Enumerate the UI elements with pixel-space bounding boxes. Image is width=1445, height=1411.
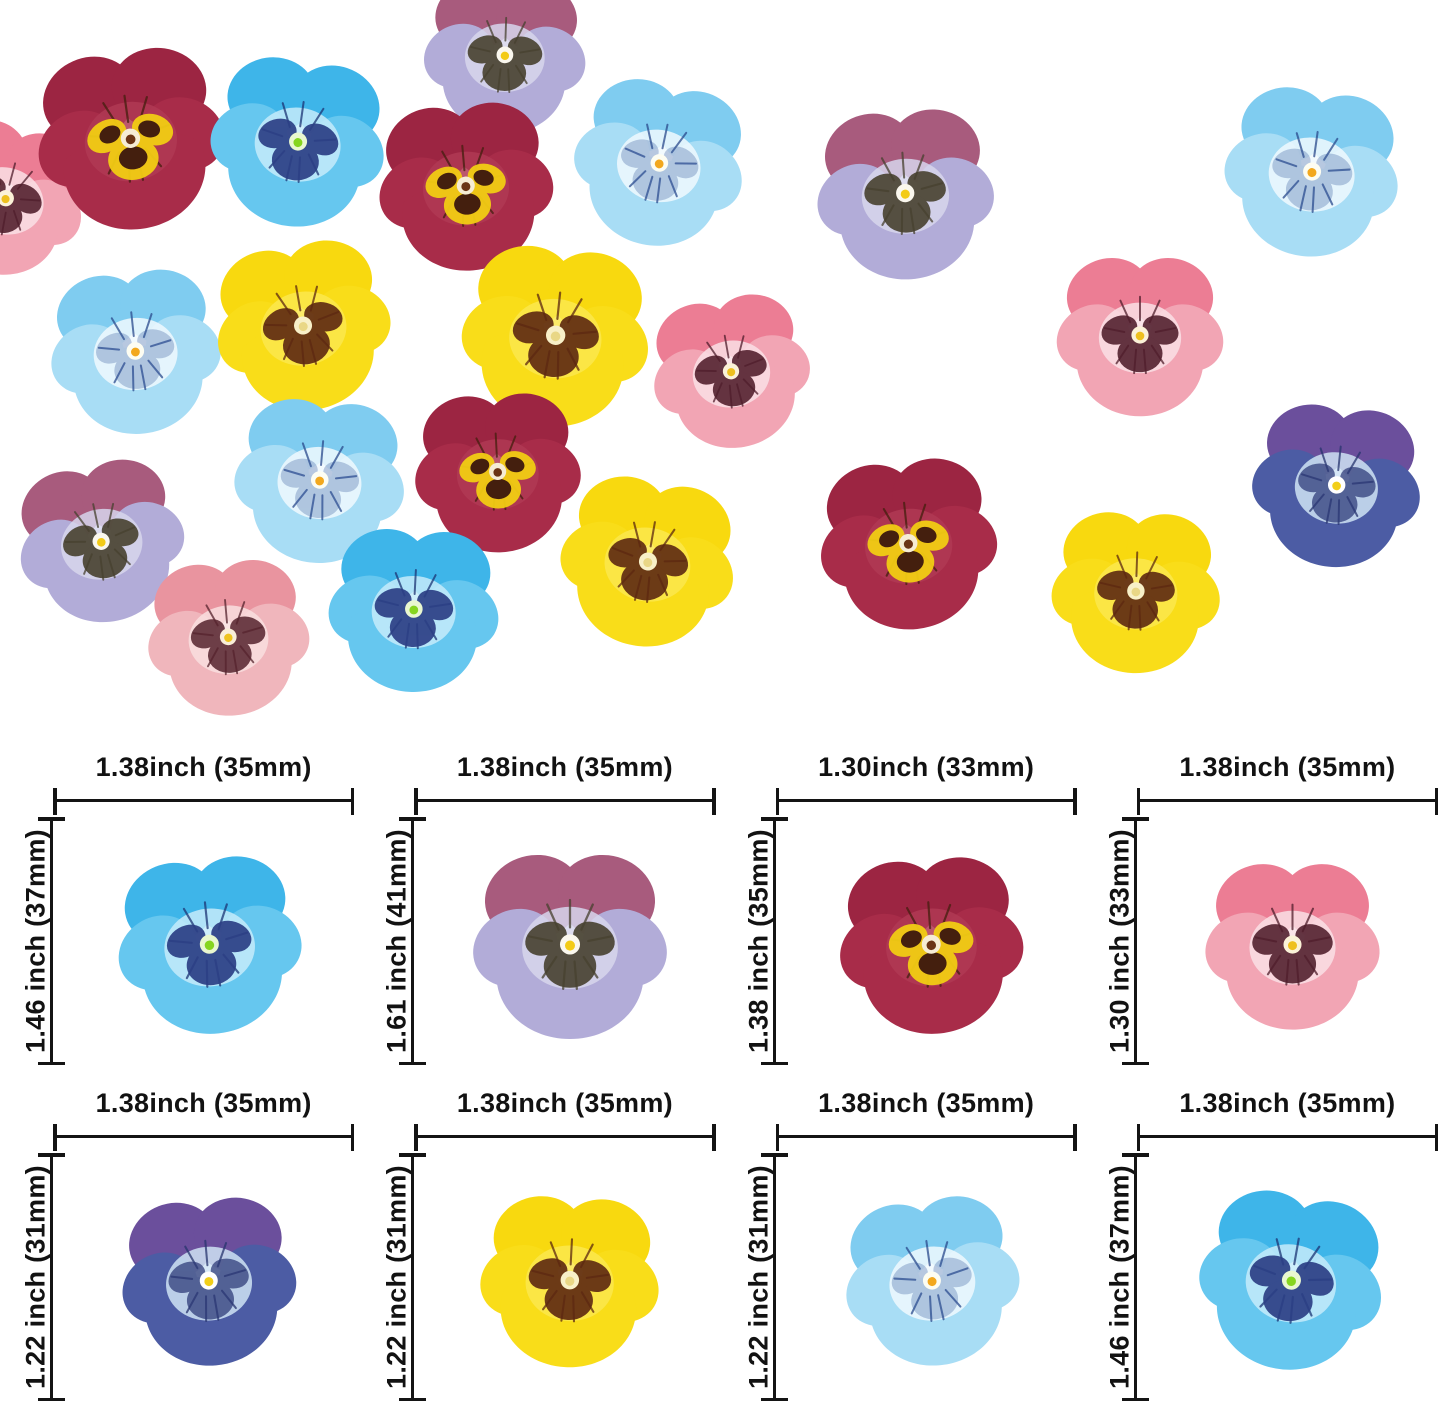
height-dimension-line: 1.38 inch (35mm) — [743, 817, 788, 1065]
width-dimension-line — [1136, 1124, 1439, 1151]
measured-flower-slot — [1146, 806, 1439, 1076]
width-dimension-line — [775, 1124, 1078, 1151]
width-dimension-line — [414, 1124, 716, 1151]
pansy-flower-purple — [459, 843, 681, 1040]
measured-flower-slot — [785, 806, 1078, 1076]
pansy-flower-blue — [94, 838, 323, 1045]
width-dimension-line — [52, 1124, 355, 1151]
measured-flower-slot — [62, 1142, 355, 1411]
width-label: 1.30inch (33mm) — [818, 752, 1035, 782]
pansy-flower-darkred — [820, 841, 1043, 1041]
pansy-flower-pink — [1044, 248, 1236, 417]
pansy-flower-yellow — [1037, 500, 1235, 677]
measured-flower-slot — [62, 806, 355, 1076]
pansy-flower-pink — [627, 274, 833, 462]
width-dimension: 1.38inch (35mm) — [1136, 1088, 1439, 1151]
height-dimension-line: 1.30 inch (33mm) — [1104, 817, 1149, 1065]
width-label: 1.38inch (35mm) — [95, 752, 312, 782]
pansy-flower-purple — [798, 94, 1012, 287]
dimension-cell: 1.38inch (35mm) 1.22 inch (31mm) — [361, 1078, 722, 1411]
height-label: 1.22 inch (31mm) — [20, 1165, 51, 1389]
height-label: 1.46 inch (37mm) — [1104, 1165, 1135, 1389]
product-photo — [0, 0, 1442, 724]
width-label: 1.38inch (35mm) — [456, 1088, 673, 1118]
pansy-flower-blue — [1173, 1167, 1412, 1387]
height-dimension-line: 1.22 inch (31mm) — [21, 1153, 65, 1401]
height-dimension-line: 1.22 inch (31mm) — [382, 1153, 427, 1401]
measured-flower-slot — [785, 1142, 1078, 1411]
pansy-flower-bluepurple — [1232, 387, 1442, 577]
width-dimension: 1.38inch (35mm) — [52, 752, 355, 815]
measured-flower-slot — [423, 1142, 716, 1411]
width-dimension: 1.38inch (35mm) — [1136, 752, 1439, 815]
dimension-cell: 1.38inch (35mm) 1.22 inch (31mm) — [723, 1078, 1084, 1411]
dimension-cell: 1.38inch (35mm) 1.46 inch (37mm) — [1084, 1078, 1445, 1411]
height-dimension-line: 1.46 inch (37mm) — [21, 817, 65, 1065]
width-dimension: 1.30inch (33mm) — [775, 752, 1078, 815]
width-dimension: 1.38inch (35mm) — [414, 752, 716, 815]
height-label: 1.38 inch (35mm) — [743, 829, 773, 1053]
width-dimension: 1.38inch (35mm) — [52, 1088, 355, 1151]
pansy-flower-bluepurple — [101, 1181, 316, 1374]
width-dimension-line — [1136, 788, 1439, 815]
dimension-cell: 1.30inch (33mm) 1.38 inch (35mm) — [723, 742, 1084, 1078]
dimension-row-1: 1.38inch (35mm) 1.46 inch (37mm) 1.38inc… — [0, 742, 1445, 1078]
width-label: 1.38inch (35mm) — [456, 752, 673, 782]
dimension-cell: 1.38inch (35mm) 1.22 inch (31mm) — [0, 1078, 361, 1411]
width-label: 1.38inch (35mm) — [1179, 752, 1396, 782]
pansy-flower-lightblue — [820, 1176, 1042, 1379]
pansy-flower-yellow — [463, 1182, 677, 1373]
measured-flower-slot — [1146, 1142, 1439, 1411]
height-label: 1.22 inch (31mm) — [743, 1165, 773, 1389]
dimension-cell: 1.38inch (35mm) 1.46 inch (37mm) — [0, 742, 361, 1078]
height-label: 1.46 inch (37mm) — [20, 829, 51, 1053]
dimension-cell: 1.38inch (35mm) 1.61 inch (41mm) — [361, 742, 722, 1078]
pansy-flower-rose — [129, 545, 327, 724]
dimension-row-2: 1.38inch (35mm) 1.22 inch (31mm) 1.38inc… — [0, 1078, 1445, 1411]
height-dimension-line: 1.22 inch (31mm) — [743, 1153, 788, 1401]
measured-flower-slot — [423, 806, 716, 1076]
dimension-cell: 1.38inch (35mm) 1.30 inch (33mm) — [1084, 742, 1445, 1078]
width-label: 1.38inch (35mm) — [818, 1088, 1035, 1118]
width-dimension-line — [414, 788, 716, 815]
width-dimension: 1.38inch (35mm) — [775, 1088, 1078, 1151]
width-dimension-line — [775, 788, 1078, 815]
pansy-flower-yellow — [534, 454, 762, 663]
pansy-flower-pink — [1192, 853, 1392, 1030]
height-dimension-line: 1.46 inch (37mm) — [1104, 1153, 1149, 1401]
width-dimension: 1.38inch (35mm) — [414, 1088, 716, 1151]
width-label: 1.38inch (35mm) — [95, 1088, 312, 1118]
height-dimension-line: 1.61 inch (41mm) — [382, 817, 427, 1065]
height-label: 1.61 inch (41mm) — [381, 829, 412, 1053]
height-label: 1.30 inch (33mm) — [1104, 829, 1135, 1053]
pansy-flower-blue — [312, 515, 516, 697]
width-label: 1.38inch (35mm) — [1179, 1088, 1396, 1118]
pansy-flower-darkred — [798, 441, 1018, 640]
height-label: 1.22 inch (31mm) — [381, 1165, 412, 1389]
width-dimension-line — [52, 788, 355, 815]
